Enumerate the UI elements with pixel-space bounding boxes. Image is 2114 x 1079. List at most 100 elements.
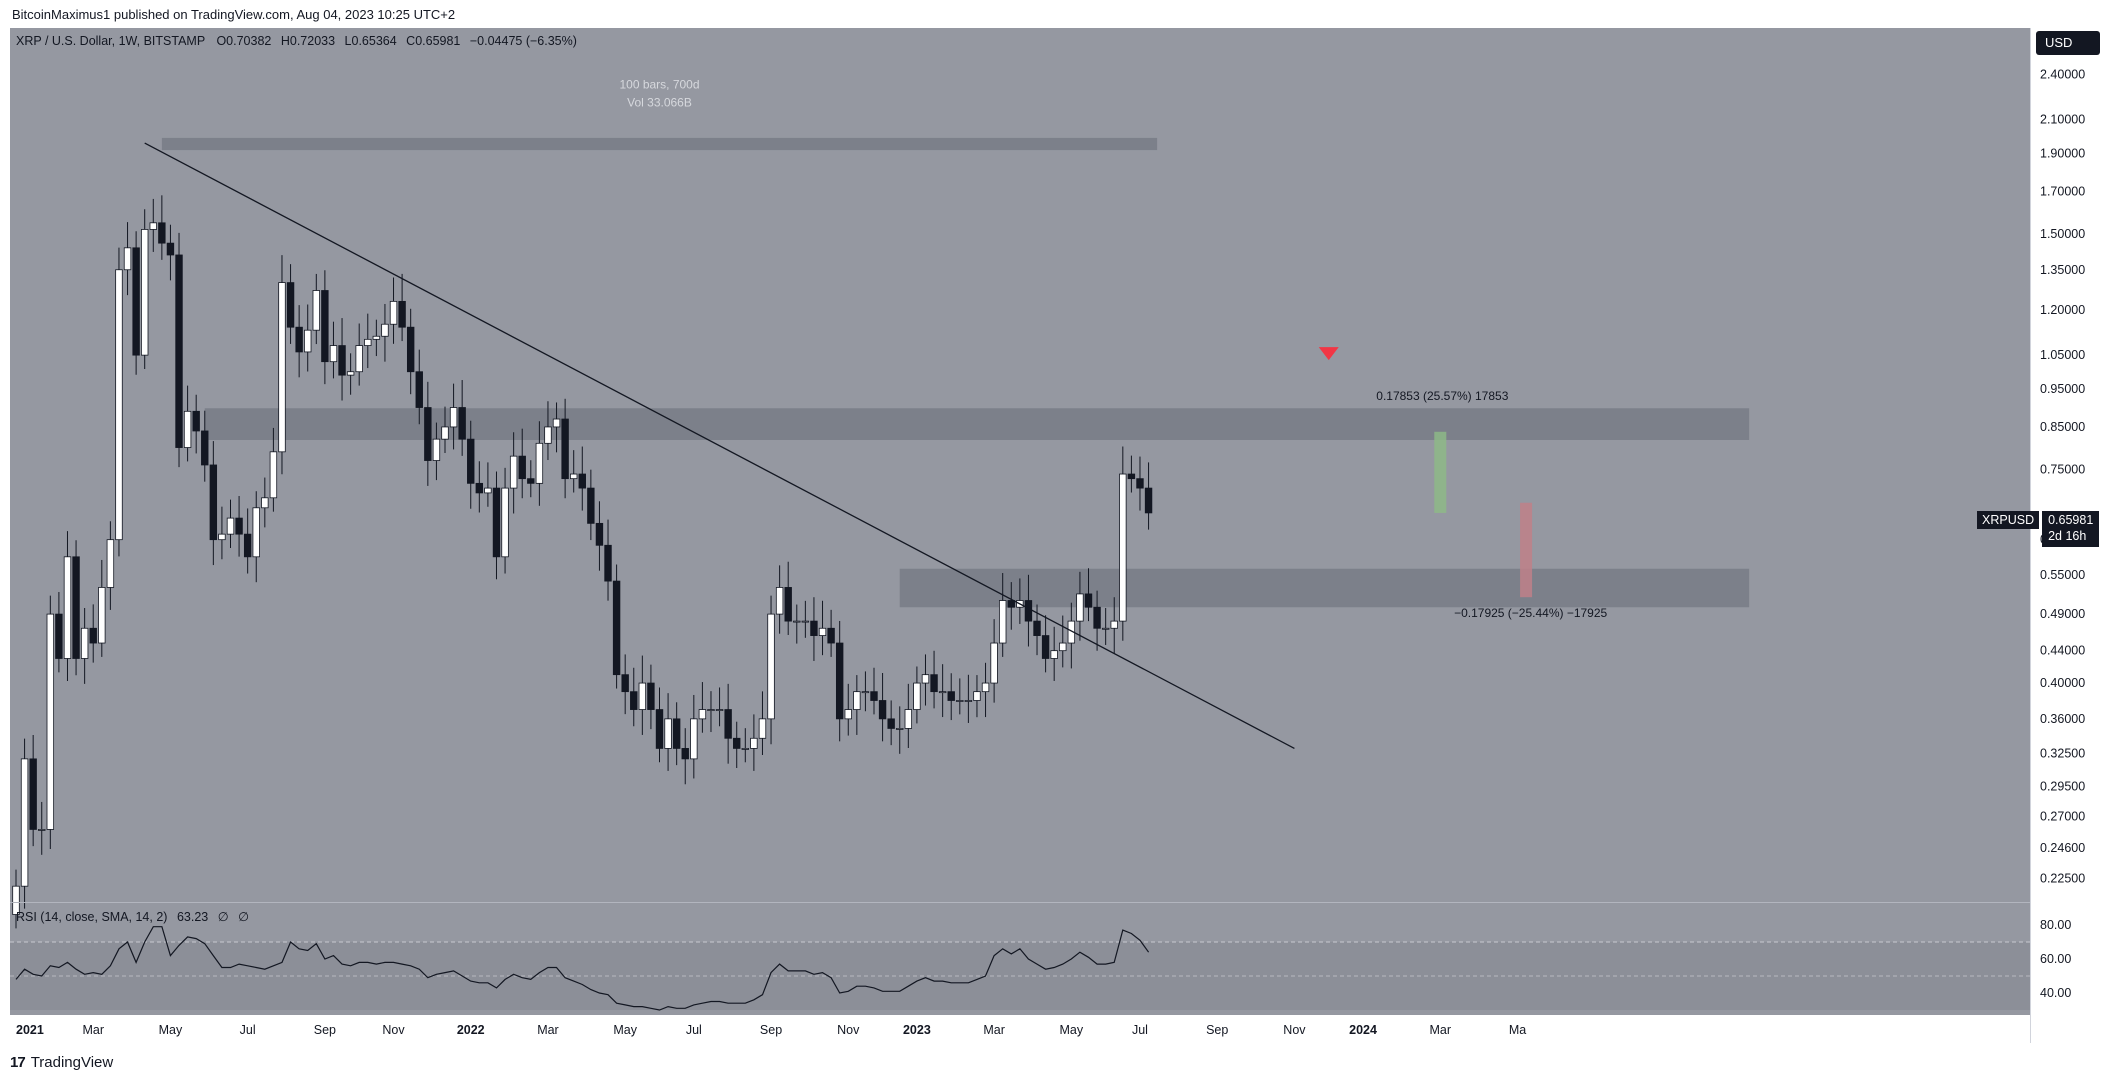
gain-projection-label: 0.17853 (25.57%) 17853 [1376,389,1508,403]
candle-body [904,709,913,729]
candle-body [638,682,647,710]
price-tick-label: 1.35000 [2040,263,2085,277]
candle-body [818,627,827,636]
candle-body [98,587,106,644]
candle-body [20,758,29,887]
last-price-tag: XRPUSD 0.65981 2d 16h [1977,511,2100,547]
high-value: 0.72033 [289,34,336,48]
time-axis[interactable]: 2021 Mar May Jul Sep Nov 2022 Mar May Jul Sep Nov 20… [16,1023,1526,1037]
candle-body [175,254,183,448]
symbol-legend: XRP / U.S. Dollar, 1W, BITSTAMP O0.70382… [16,34,577,48]
candle-body [1050,650,1058,659]
price-tag-box: 0.65981 2d 16h [2042,511,2100,547]
candle-body [956,700,964,702]
price-tick-label: 0.44000 [2040,644,2085,658]
candle-body [733,737,741,749]
candle-body [226,517,235,535]
rsi-extra-1: ∅ [217,910,229,924]
price-tag-price: 0.65981 [2048,513,2094,527]
candle-body [1101,627,1110,630]
candle-body [46,613,55,830]
symbol-name: XRP / U.S. Dollar, 1W, BITSTAMP [16,34,205,48]
candles [12,195,1153,929]
candle-body [406,326,415,373]
rsi-axis[interactable]: 80.00 60.00 40.00 [2040,918,2071,1000]
time-tick-label: Jul [686,1023,702,1037]
candle-body [758,718,767,739]
candle-body [398,300,406,328]
candle-body [389,300,398,325]
open-label: O [216,34,227,48]
candle-body [827,627,835,644]
candle-body [612,580,621,676]
price-axis[interactable]: 2.40000 2.10000 1.90000 1.70000 1.50000 1.350… [2040,67,2085,885]
price-tick-label: 0.32500 [2040,747,2085,761]
candle-body [372,335,381,340]
time-tick-label: May [159,1023,183,1037]
price-tick-label: 0.49000 [2040,607,2085,621]
candle-body [664,718,672,749]
drawing-overlays: 100 bars, 700d Vol 33.066B 0.17853 (25.57%… [144,78,1608,749]
time-tick-label: May [1060,1023,1084,1037]
time-tick-label: Mar [1430,1023,1452,1037]
candle-body [218,533,226,541]
loss-projection-label: −0.17925 (−25.44%) −17925 [1454,606,1607,620]
candle-body [793,620,801,623]
candle-body [672,718,681,749]
candle-body [595,522,604,546]
currency-button[interactable]: USD [2036,31,2100,55]
candle-body [715,709,724,711]
candle-body [475,482,484,494]
time-tick-label: Sep [314,1023,336,1037]
rsi-line [15,926,1150,1011]
candle-body [381,323,389,337]
price-tag-countdown: 2d 16h [2048,529,2087,543]
candle-body [106,539,115,588]
gain-projection-bar [1434,431,1447,513]
candle-body [527,478,535,484]
zone-rect [161,137,1158,151]
candle-body [844,709,852,720]
candle-body [132,247,140,356]
candle-body [38,829,46,831]
candle-body [621,674,629,693]
candle-body [415,371,423,408]
time-tick-label: Jul [1132,1023,1148,1037]
candle-body [467,438,475,484]
price-tick-label: 0.55000 [2040,568,2085,582]
candle-body [1041,635,1050,659]
candle-body [338,345,346,376]
tradingview-brand[interactable]: 17 TradingView [10,1052,113,1072]
candle-body [630,691,638,710]
price-tick-label: 1.90000 [2040,147,2085,161]
rsi-label: RSI (14, close, SMA, 14, 2) [16,910,168,924]
time-tick-label: 2024 [1349,1023,1377,1037]
candle-body [587,487,595,524]
rsi-bands [10,941,2030,1010]
price-tick-label: 0.22500 [2040,872,2085,886]
candle-body [861,691,870,694]
candle-body [544,426,552,444]
candle-body [261,497,269,509]
candle-body [552,418,561,428]
candle-body [286,282,295,328]
price-tick-label: 0.75000 [2040,462,2085,476]
candle-body [364,338,372,346]
candle-body [913,682,921,710]
candle-body [72,556,80,659]
price-tick-label: 1.70000 [2040,184,2085,198]
candle-body [269,451,278,499]
time-tick-label: Mar [983,1023,1005,1037]
candle-body [604,544,612,582]
candle-body [201,430,209,466]
candle-body [55,613,63,659]
low-value: 0.65364 [351,34,397,48]
rsi-tick-label: 40.00 [2040,986,2071,1000]
candle-body [140,229,149,356]
price-tick-label: 2.10000 [2040,113,2085,127]
time-tick-label: 2021 [16,1023,44,1037]
candle-body [63,556,72,659]
candle-body [801,620,810,623]
candle-body [698,709,707,720]
